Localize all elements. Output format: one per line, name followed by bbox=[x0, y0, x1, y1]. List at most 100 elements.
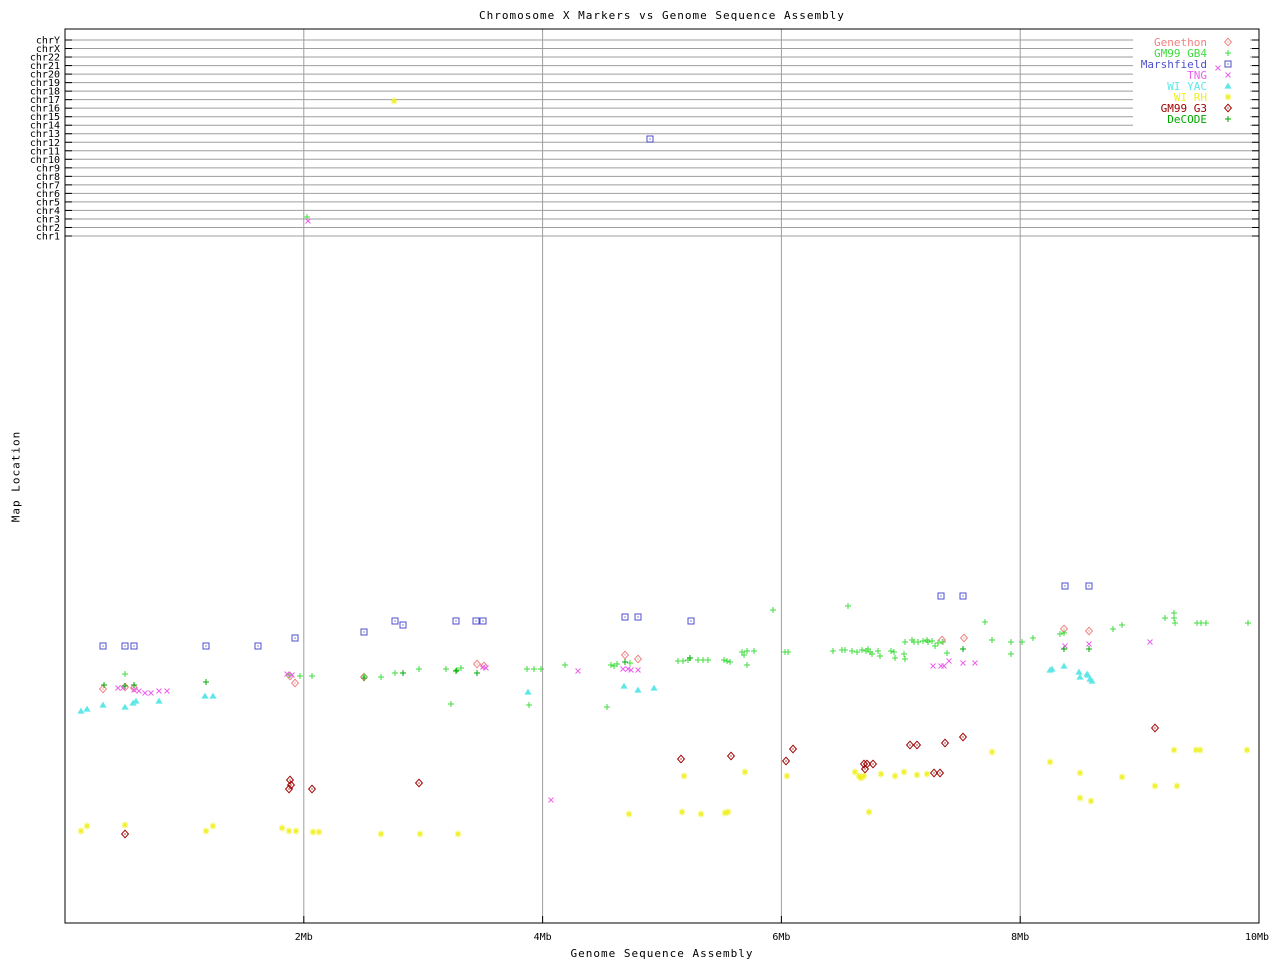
chromosome-label: chr1 bbox=[36, 232, 60, 243]
marker-gm99_gb4 bbox=[538, 666, 544, 672]
marker-gm99_gb4 bbox=[1008, 639, 1014, 645]
chromosome-label: chr12 bbox=[30, 138, 60, 149]
marker-wi_yac bbox=[77, 707, 85, 714]
marker-genethon bbox=[98, 684, 108, 694]
marker-marshfield bbox=[1085, 582, 1093, 590]
marker-gm99_gb4 bbox=[869, 651, 875, 657]
marker-gm99_gb4 bbox=[1110, 626, 1116, 632]
chart-title: Chromosome X Markers vs Genome Sequence … bbox=[479, 9, 845, 22]
marker-wi_yac bbox=[1076, 673, 1084, 680]
marker-tng bbox=[960, 660, 966, 666]
marker-gm99_g3 bbox=[414, 778, 424, 788]
chromosome-label: chr14 bbox=[30, 121, 60, 132]
marker-tng bbox=[575, 668, 581, 674]
marker-wi_rh bbox=[203, 827, 209, 835]
marker-gm99_gb4 bbox=[1030, 635, 1036, 641]
marker-gm99_gb4 bbox=[1119, 622, 1125, 628]
marker-gm99_gb4 bbox=[524, 666, 530, 672]
marker-marshfield bbox=[452, 617, 460, 625]
marker-genethon bbox=[1084, 626, 1094, 636]
marker-wi_yac bbox=[1088, 677, 1096, 684]
marker-gm99_gb4 bbox=[309, 673, 315, 679]
marker-gm99_g3 bbox=[284, 784, 294, 794]
marker-gm99_gb4 bbox=[122, 671, 128, 677]
marker-wi_rh bbox=[293, 827, 299, 835]
legend-marker-wi_yac-icon bbox=[1224, 82, 1232, 89]
marker-tng bbox=[136, 688, 142, 694]
marker-gm99_g3 bbox=[781, 756, 791, 766]
marker-marshfield bbox=[360, 628, 368, 636]
marker-tng bbox=[635, 667, 641, 673]
marker-decode bbox=[131, 682, 137, 688]
marker-gm99_gb4 bbox=[925, 639, 931, 645]
marker-wi_rh bbox=[681, 772, 687, 780]
marker-wi_rh bbox=[861, 772, 867, 780]
marker-tng bbox=[156, 688, 162, 694]
marker-gm99_gb4 bbox=[770, 607, 776, 613]
marker-gm99_g3 bbox=[676, 754, 686, 764]
marker-tng bbox=[1147, 639, 1153, 645]
marker-wi_rh bbox=[698, 810, 704, 818]
legend-marker-marshfield-icon bbox=[1224, 60, 1232, 68]
chromosome-label: chr21 bbox=[30, 61, 60, 72]
chromosome-label: chr20 bbox=[30, 70, 60, 81]
marker-gm99_gb4 bbox=[562, 662, 568, 668]
marker-gm99_gb4 bbox=[454, 667, 460, 673]
marker-gm99_g3 bbox=[726, 751, 736, 761]
chromosome-label: chr17 bbox=[30, 95, 60, 106]
legend-marker-gm99_g3-icon bbox=[1223, 103, 1233, 113]
marker-gm99_gb4 bbox=[680, 658, 686, 664]
x-axis-title: Genome Sequence Assembly bbox=[570, 947, 754, 960]
marker-gm99_gb4 bbox=[830, 648, 836, 654]
marker-tng bbox=[148, 690, 154, 696]
marker-wi_rh bbox=[1152, 782, 1158, 790]
marker-gm99_gb4 bbox=[604, 704, 610, 710]
marker-decode bbox=[453, 668, 459, 674]
marker-gm99_g3 bbox=[935, 768, 945, 778]
marker-marshfield bbox=[621, 613, 629, 621]
chromosome-label: chrY bbox=[36, 36, 60, 47]
marker-tng bbox=[628, 667, 634, 673]
marker-wi_rh bbox=[878, 770, 884, 778]
chromosome-label: chr13 bbox=[30, 129, 60, 140]
marker-wi_rh bbox=[1244, 746, 1250, 754]
marker-wi_rh bbox=[722, 809, 728, 817]
marker-wi_yac bbox=[1048, 665, 1056, 672]
marker-marshfield bbox=[130, 642, 138, 650]
marker-gm99_g3 bbox=[286, 780, 296, 790]
marker-wi_rh bbox=[1047, 758, 1053, 766]
marker-gm99_gb4 bbox=[785, 649, 791, 655]
marker-tng bbox=[930, 663, 936, 669]
marker-wi_rh bbox=[391, 97, 397, 105]
marker-wi_rh bbox=[1119, 773, 1125, 781]
marker-wi_rh bbox=[914, 771, 920, 779]
marker-gm99_gb4 bbox=[614, 661, 620, 667]
marker-wi_rh bbox=[742, 768, 748, 776]
marker-gm99_gb4 bbox=[627, 660, 633, 666]
plot-frame bbox=[64, 28, 1260, 924]
marker-marshfield bbox=[99, 642, 107, 650]
marker-decode bbox=[1061, 646, 1067, 652]
marker-wi_rh bbox=[858, 774, 864, 782]
marker-tng bbox=[1062, 643, 1068, 649]
marker-marshfield bbox=[1061, 582, 1069, 590]
marker-wi_rh bbox=[725, 808, 731, 816]
marker-tng bbox=[946, 658, 952, 664]
x-tick-label: 10Mb bbox=[1245, 932, 1269, 943]
marker-gm99_gb4 bbox=[608, 662, 614, 668]
marker-gm99_gb4 bbox=[1203, 620, 1209, 626]
marker-gm99_gb4 bbox=[854, 649, 860, 655]
marker-gm99_gb4 bbox=[1019, 639, 1025, 645]
marker-genethon bbox=[937, 635, 947, 645]
marker-wi_yac bbox=[620, 682, 628, 689]
marker-gm99_gb4 bbox=[744, 662, 750, 668]
marker-gm99_gb4 bbox=[1008, 651, 1014, 657]
marker-decode bbox=[622, 659, 628, 665]
legend-marker-genethon-icon bbox=[1223, 37, 1233, 47]
legend-item-tng: TNG bbox=[1187, 69, 1207, 82]
marker-wi_rh bbox=[286, 827, 292, 835]
marker-gm99_gb4 bbox=[1172, 620, 1178, 626]
marker-wi_rh bbox=[210, 822, 216, 830]
marker-decode bbox=[361, 675, 367, 681]
